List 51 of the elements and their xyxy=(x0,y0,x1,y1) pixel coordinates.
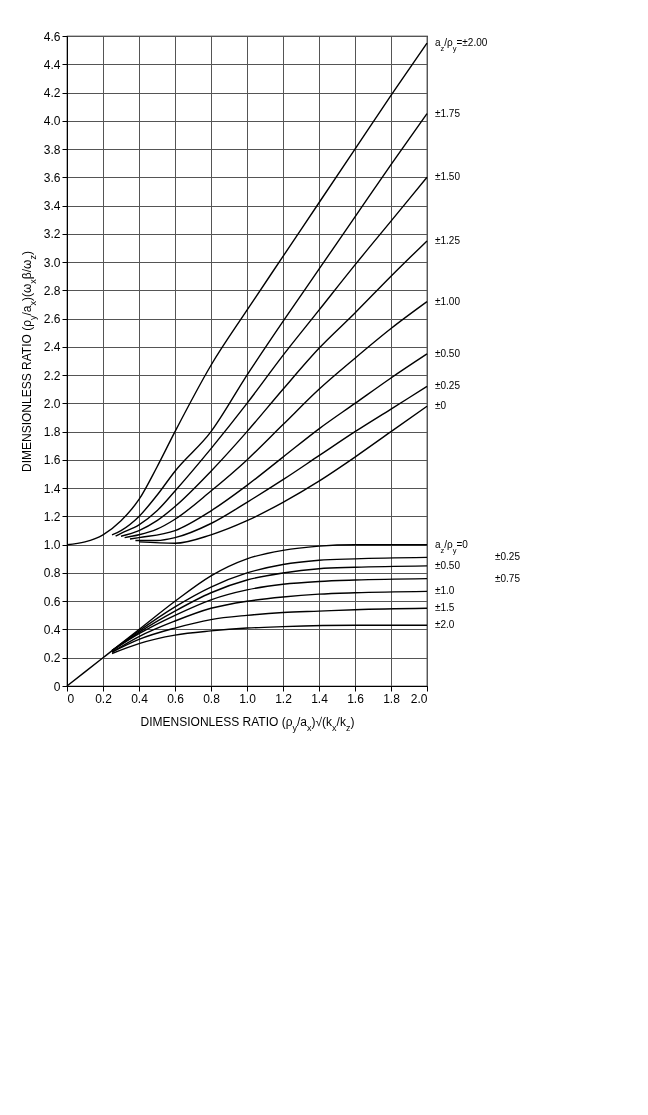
y-tick-label: 2.0 xyxy=(43,396,61,411)
y-tick-label: 0 xyxy=(53,679,61,694)
y-tick-label: 3.6 xyxy=(43,170,61,185)
y-tick-label: 1.6 xyxy=(43,453,61,468)
series-label: ±2.0 xyxy=(435,619,455,631)
y-tick-label: 2.2 xyxy=(43,368,61,383)
series-label: a$_{z}$/ρ$_{y}$=0 xyxy=(435,538,469,555)
series-label: ±0.50 xyxy=(435,559,461,571)
y-tick-label: 2.6 xyxy=(43,312,61,327)
series-label: ±1.75 xyxy=(435,107,461,119)
x-tick-label: 1.0 xyxy=(239,691,257,706)
series-label: ±1.25 xyxy=(435,234,461,246)
x-tick-label: 0 xyxy=(67,691,75,706)
y-tick-label: 0.6 xyxy=(43,594,61,609)
y-tick-label: 4.4 xyxy=(43,57,61,72)
series-label: a$_{z}$/ρ$_{y}$=±2.00 xyxy=(435,37,488,53)
text: DIMENSIONLESS RATIO (ρ$_{y}$/a$_{x}$)√(k$_{x}$/k$_{z}$) xyxy=(140,714,355,733)
y-tick-label: 0.2 xyxy=(43,651,61,666)
x-tick-label: 0.4 xyxy=(131,691,149,706)
y-tick-label: 2.8 xyxy=(43,283,61,298)
x-tick-label: 1.6 xyxy=(347,691,365,706)
series-label: ±1.0 xyxy=(435,585,455,597)
text: ±0.25 xyxy=(495,551,521,563)
y-tick-label: 3.0 xyxy=(43,255,61,270)
x-tick-label: 2.0 xyxy=(410,691,428,706)
series-label: ±1.50 xyxy=(435,171,461,183)
y-tick-label: 4.0 xyxy=(43,114,61,129)
y-tick-label: 1.0 xyxy=(43,538,61,553)
series-label: ±1.00 xyxy=(435,295,461,307)
y-tick-label: 3.2 xyxy=(43,227,61,242)
y-tick-label: 4.2 xyxy=(43,86,61,101)
text: ±0.75 xyxy=(495,572,521,584)
series-label: ±1.5 xyxy=(435,602,455,614)
y-tick-label: 1.4 xyxy=(43,481,61,496)
y-tick-label: 2.4 xyxy=(43,340,61,355)
y-tick-label: 3.4 xyxy=(43,199,61,214)
y-tick-label: 1.8 xyxy=(43,425,61,440)
x-tick-label: 0.6 xyxy=(167,691,185,706)
x-tick-label: 0.8 xyxy=(203,691,221,706)
x-tick-label: 1.4 xyxy=(311,691,329,706)
x-tick-label: 1.8 xyxy=(383,691,401,706)
series-label: ±0 xyxy=(435,400,447,412)
y-tick-label: 1.2 xyxy=(43,509,61,524)
series-label: ±0.25 xyxy=(435,380,461,392)
y-tick-label: 0.8 xyxy=(43,566,61,581)
x-tick-label: 0.2 xyxy=(95,691,113,706)
x-tick-label: 1.2 xyxy=(275,691,293,706)
y-tick-label: 4.6 xyxy=(43,29,61,44)
y-tick-label: 3.8 xyxy=(43,142,61,157)
y-tick-label: 0.4 xyxy=(43,622,61,637)
series-label: ±0.50 xyxy=(435,347,461,359)
